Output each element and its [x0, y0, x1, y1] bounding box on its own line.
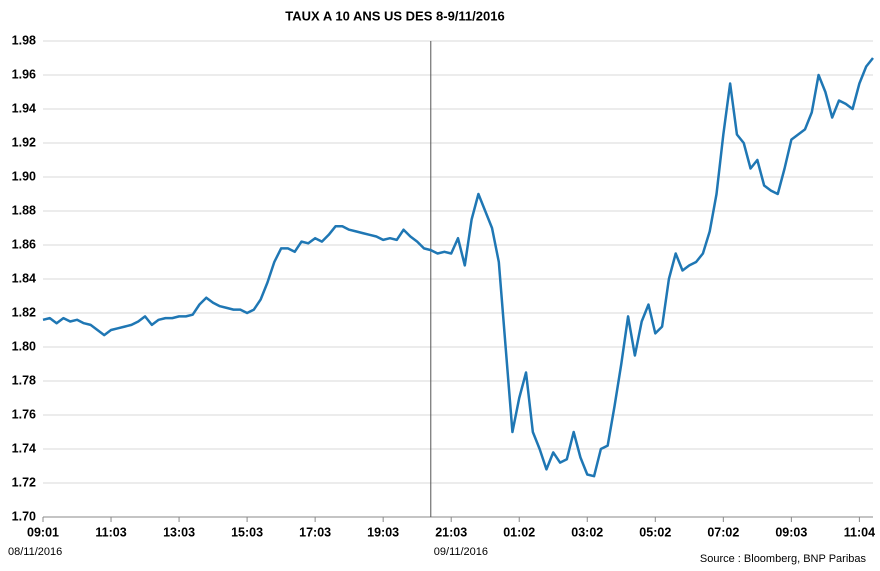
y-tick-label: 1.88	[12, 203, 36, 217]
x-tick-label: 01:02	[503, 525, 535, 539]
y-tick-label: 1.98	[12, 33, 36, 47]
x-tick-label: 09:01	[27, 525, 59, 539]
y-tick-label: 1.80	[12, 339, 36, 353]
source: Source : Bloomberg, BNP Paribas	[700, 553, 867, 565]
x-tick-label: 19:03	[367, 525, 399, 539]
x-tick-label: 09:03	[775, 525, 807, 539]
y-tick-label: 1.76	[12, 407, 36, 421]
x-tick-label: 21:03	[435, 525, 467, 539]
y-tick-label: 1.74	[12, 441, 36, 455]
y-tick-label: 1.86	[12, 237, 36, 251]
x-tick-label: 11:03	[95, 525, 126, 539]
y-tick-label: 1.92	[12, 135, 36, 149]
x-tick-label: 07:02	[707, 525, 739, 539]
y-tick-label: 1.70	[12, 509, 36, 523]
y-tick-label: 1.94	[12, 101, 36, 115]
line-series	[42, 57, 874, 478]
x-tick-label: 13:03	[163, 525, 195, 539]
y-tick-label: 1.82	[12, 305, 36, 319]
date-label: 08/11/2016	[8, 546, 62, 558]
x-tick-label: 11:04	[844, 525, 875, 539]
x-tick-label: 05:02	[639, 525, 671, 539]
y-tick-label: 1.96	[12, 67, 36, 81]
chart-title: TAUX A 10 ANS US DES 8-9/11/2016	[285, 8, 504, 23]
y-tick-label: 1.90	[12, 169, 36, 183]
y-tick-label: 1.78	[12, 373, 36, 387]
y-tick-label: 1.84	[12, 271, 36, 285]
x-tick-label: 03:02	[571, 525, 603, 539]
date-label: 09/11/2016	[434, 546, 488, 558]
x-tick-label: 15:03	[231, 525, 263, 539]
y-tick-label: 1.72	[12, 475, 36, 489]
x-tick-label: 17:03	[299, 525, 331, 539]
